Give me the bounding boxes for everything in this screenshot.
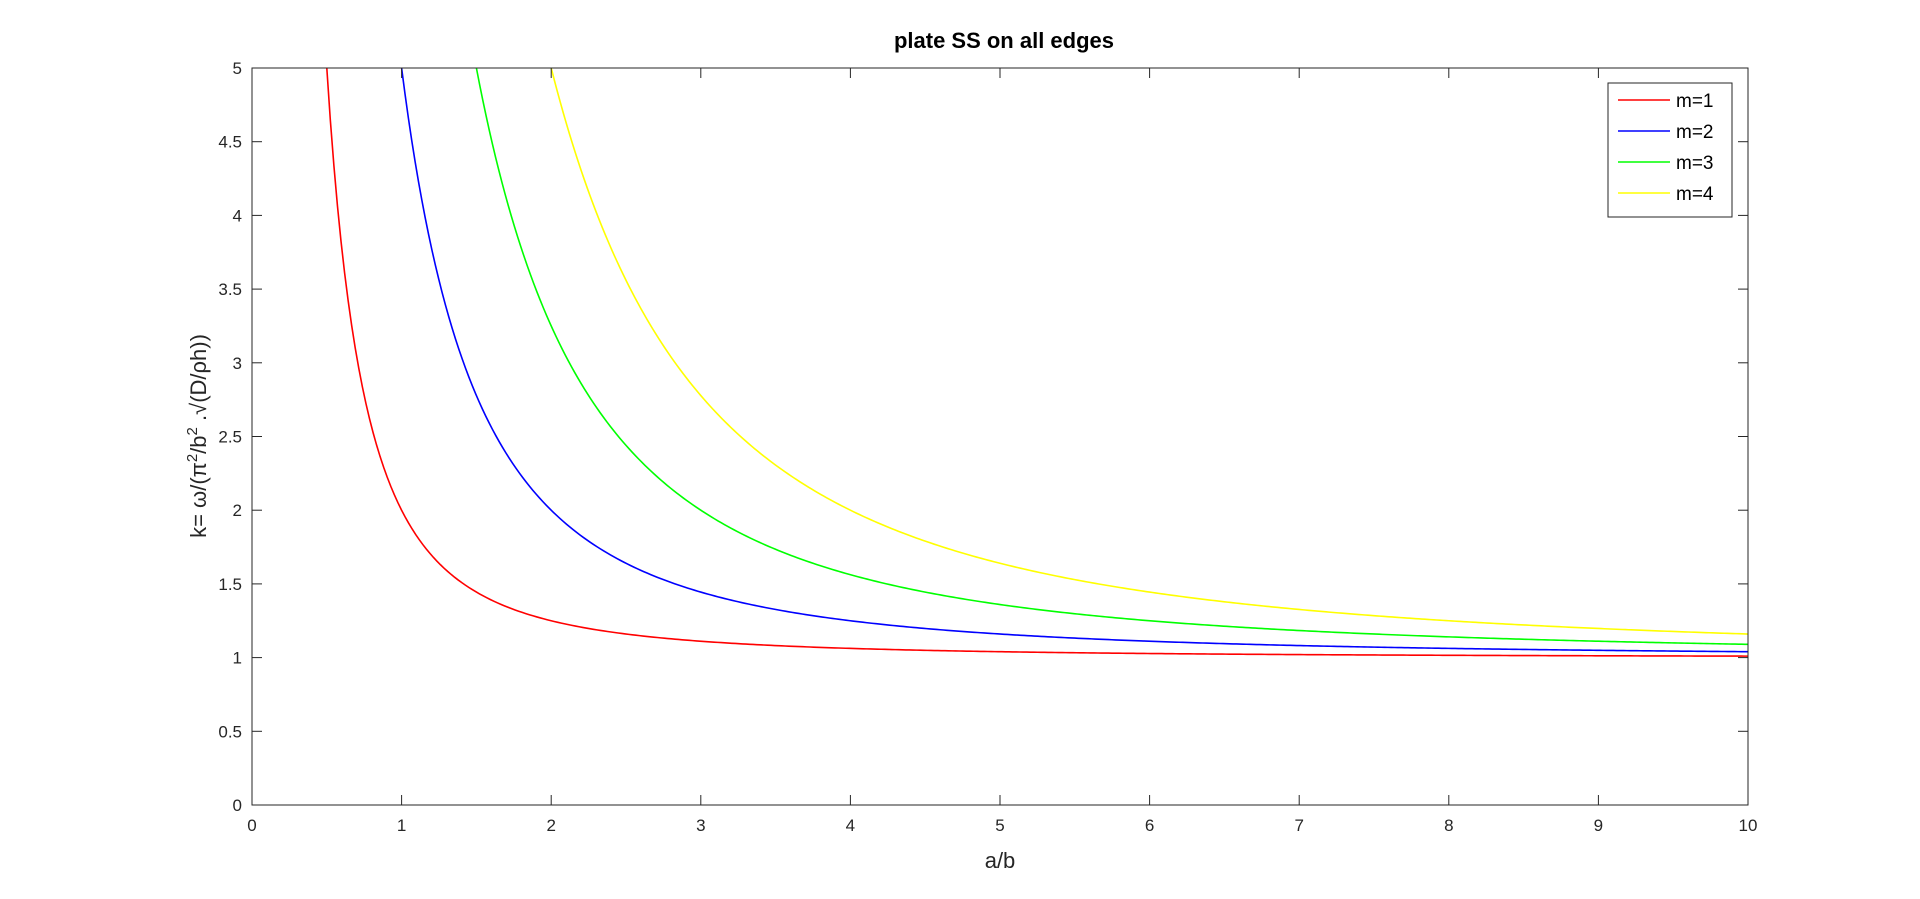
legend-label: m=4 — [1676, 184, 1714, 205]
x-tick-label: 7 — [1294, 816, 1303, 835]
x-tick-label: 5 — [995, 816, 1004, 835]
y-tick-label: 5 — [233, 59, 242, 78]
legend-label: m=1 — [1676, 91, 1714, 112]
y-axis-label: k= ω/(π2/b2 .√(D/ρh)) — [184, 334, 211, 538]
y-axis-ticks: 0 0.5 1 1.5 2 2.5 3 3.5 4 4.5 5 — [218, 59, 1748, 815]
legend-label: m=2 — [1676, 122, 1714, 143]
x-axis-ticks: 0 1 2 3 4 5 6 7 8 9 10 — [247, 68, 1757, 835]
x-tick-label: 9 — [1594, 816, 1603, 835]
x-axis-label: a/b — [985, 848, 1016, 873]
series-layer — [326, 68, 1748, 657]
series-line-m-4 — [550, 68, 1748, 635]
x-tick-label: 0 — [247, 816, 256, 835]
y-tick-label: 1.5 — [218, 575, 242, 594]
legend-items: m=1 m=2 m=3 m=4 — [1618, 91, 1714, 205]
legend-box — [1607, 82, 1733, 218]
plot-area — [252, 68, 1748, 805]
x-tick-label: 3 — [696, 816, 705, 835]
y-tick-label: 2.5 — [218, 428, 242, 447]
legend-label: m=3 — [1676, 153, 1714, 174]
series-line-m-2 — [400, 68, 1748, 653]
y-tick-label: 4 — [233, 206, 242, 225]
x-tick-label: 4 — [846, 816, 855, 835]
y-axis-label-sup2: 2 — [184, 427, 201, 435]
y-tick-label: 0 — [233, 796, 242, 815]
series-line-m-1 — [326, 68, 1748, 657]
x-tick-label: 2 — [546, 816, 555, 835]
chart-title: plate SS on all edges — [894, 28, 1114, 53]
y-tick-label: 3.5 — [218, 280, 242, 299]
x-tick-label: 8 — [1444, 816, 1453, 835]
y-tick-label: 4.5 — [218, 133, 242, 152]
y-axis-label-sup1: 2 — [184, 454, 201, 462]
x-tick-label: 1 — [397, 816, 406, 835]
y-tick-label: 2 — [233, 501, 242, 520]
y-axis-label-mid: /b — [186, 435, 211, 453]
y-tick-label: 3 — [233, 354, 242, 373]
x-tick-label: 6 — [1145, 816, 1154, 835]
y-tick-label: 0.5 — [218, 722, 242, 741]
y-axis-label-suffix: .√(D/ρh)) — [186, 334, 211, 427]
y-axis-label-prefix: k= ω/(π — [186, 462, 211, 538]
y-tick-label: 1 — [233, 649, 242, 668]
legend: m=1 m=2 m=3 m=4 — [1607, 82, 1733, 218]
series-line-m-3 — [475, 68, 1748, 646]
x-tick-label: 10 — [1739, 816, 1758, 835]
